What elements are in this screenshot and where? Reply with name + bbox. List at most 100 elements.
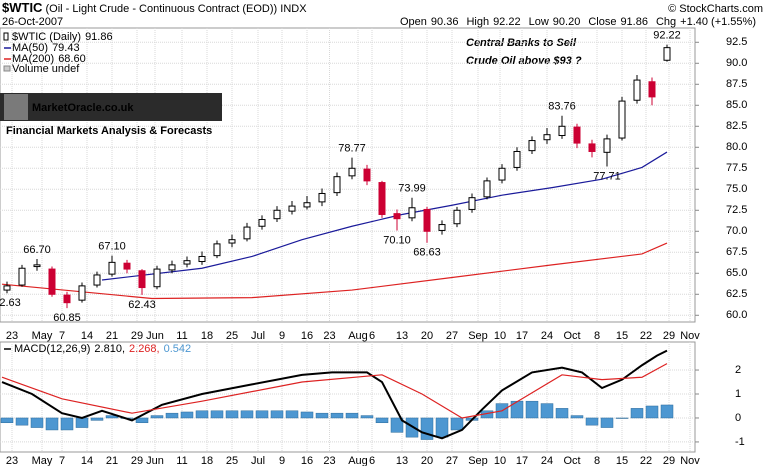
x-tick-label: 9 (279, 330, 285, 342)
low-label: 70.10 (383, 234, 411, 246)
x-tick-label: Oct (563, 330, 580, 342)
legend-entry: MA(200) 68.60 (12, 53, 86, 65)
low-label: 68.63 (413, 247, 441, 259)
quote-label: Open (400, 16, 427, 28)
candle-body (33, 264, 41, 268)
quote-value: 91.86 (620, 16, 648, 28)
x-tick-label: 7 (59, 330, 65, 342)
date: 26-Oct-2007 (2, 16, 63, 28)
high-label: 78.77 (338, 143, 366, 155)
y-tick-label: 2 (735, 364, 741, 376)
legend-icon (3, 65, 11, 72)
x-tick-label: 17 (516, 330, 528, 342)
macd-line (1, 363, 668, 419)
histogram-bar (615, 417, 629, 419)
logo-tagline: Financial Markets Analysis & Forecasts (6, 125, 212, 137)
histogram-bar (585, 417, 599, 426)
x-tick-label: Nov (680, 330, 700, 342)
candle-body (258, 219, 266, 227)
x-tick-label: 11 (176, 455, 187, 466)
x-tick-label: Jun (146, 455, 164, 466)
high-label: 73.99 (398, 183, 426, 195)
candle-body (63, 294, 71, 304)
histogram-bar (165, 412, 179, 419)
candle-body (423, 208, 431, 232)
candle-body (603, 138, 611, 153)
histogram-bar (285, 410, 299, 419)
histogram-bar (420, 417, 434, 440)
logo-icon (4, 94, 28, 120)
histogram-bar (300, 411, 314, 419)
candle-body (438, 224, 446, 231)
candle-body (18, 267, 26, 286)
legend-name: $WTIC (Daily) (12, 31, 81, 43)
description: (Oil - Light Crude - Continuous Contract… (46, 3, 278, 15)
logo-name: MarketOracle.co.uk (32, 102, 134, 114)
x-tick-label: Aug (348, 455, 368, 466)
candle-body (393, 213, 401, 220)
candle-body (243, 226, 251, 240)
quote-value: 92.22 (493, 16, 521, 28)
histogram-bar (435, 417, 449, 438)
high-label: 83.76 (548, 101, 576, 113)
y-tick-label: 65.0 (726, 267, 747, 279)
price-panel (0, 27, 696, 323)
candle-body (468, 197, 476, 210)
x-tick-label: 18 (201, 455, 213, 466)
x-tick-label: 20 (421, 330, 433, 342)
y-tick-label: 90.0 (726, 57, 747, 69)
candle-body (498, 167, 506, 181)
histogram-bar (540, 403, 554, 419)
annotation: Crude Oil above $93 ? (466, 55, 582, 67)
x-tick-label: Sep (468, 455, 488, 466)
candle-body (108, 261, 116, 275)
histogram-bar (525, 400, 539, 419)
candle-body (288, 205, 296, 212)
macd-panel (0, 341, 696, 453)
y-tick-label: 87.5 (726, 78, 747, 90)
x-tick-label: 29 (131, 455, 143, 466)
moving-average (1, 242, 668, 300)
histogram-bar (630, 408, 644, 419)
macd-line (1, 349, 668, 440)
histogram-bar (555, 408, 569, 419)
x-tick-label: 6 (369, 455, 375, 466)
candle-body (543, 134, 551, 141)
quote-label: Low (529, 16, 549, 28)
x-tick-label: 27 (446, 455, 458, 466)
legend-value: 2.810, (94, 343, 125, 355)
x-tick-label: 14 (81, 455, 93, 466)
quote-value: 90.20 (553, 16, 581, 28)
x-tick-label: 23 (6, 455, 18, 466)
legend-value: 91.86 (85, 31, 113, 43)
x-tick-label: 27 (446, 330, 458, 342)
candle-body (123, 262, 131, 270)
y-tick-label: 60.0 (726, 309, 747, 321)
histogram-bar (15, 417, 29, 426)
exchange: INDX (280, 3, 307, 15)
candle-body (153, 268, 161, 288)
x-tick-label: 10 (494, 455, 506, 466)
candle-body (528, 140, 536, 152)
histogram-bar (210, 410, 224, 419)
histogram-bar (135, 417, 149, 424)
x-tick-label: 16 (301, 455, 313, 466)
x-tick-label: 17 (516, 455, 528, 466)
x-tick-label: Jun (146, 330, 164, 342)
histogram-bar (360, 415, 374, 419)
histogram-bar (255, 410, 269, 419)
x-tick-label: 10 (494, 330, 506, 342)
candle-body (318, 192, 326, 203)
histogram-bar (150, 415, 164, 419)
x-tick-label: 8 (594, 455, 600, 466)
histogram-bar (270, 410, 284, 419)
candle-body (303, 202, 311, 208)
candle-body (168, 264, 176, 271)
x-tick-label: 6 (369, 330, 375, 342)
x-tick-label: 9 (279, 455, 285, 466)
x-tick-label: 14 (81, 330, 93, 342)
low-label: 77.71 (593, 170, 621, 182)
legend-entry: Volume undef (12, 63, 80, 75)
low-label: 62.63 (0, 297, 21, 309)
